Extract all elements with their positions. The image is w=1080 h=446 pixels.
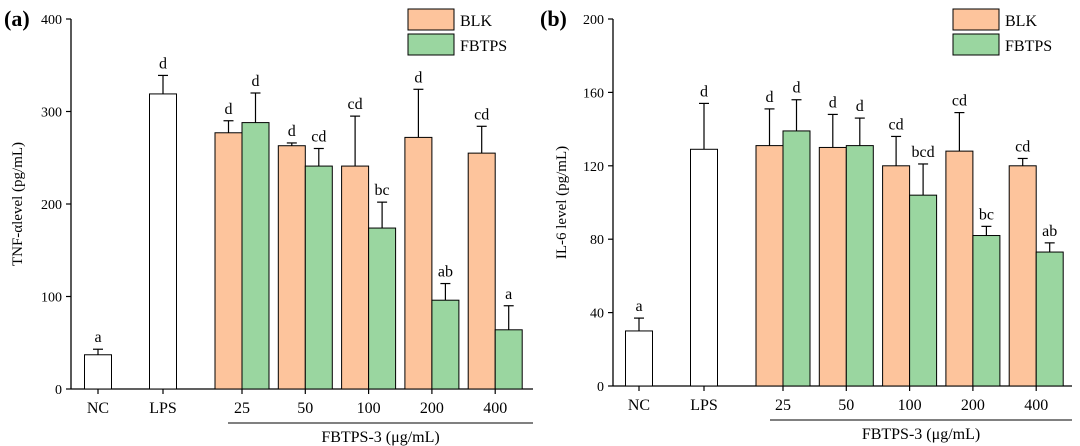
x-category-label: 100	[898, 397, 922, 414]
blk-50-significance-label: d	[288, 123, 296, 140]
blk-200-significance-label: cd	[952, 93, 967, 110]
blk-25-significance-label: d	[766, 89, 774, 106]
fbtps-25-significance-label: d	[252, 73, 260, 90]
y-tick-label: 0	[55, 383, 62, 398]
control-nc-significance-label: a	[94, 329, 101, 346]
y-tick-label: 0	[597, 380, 604, 395]
panel-a: (a) 0 100 200 300 400 TNF-αlevel (pg/mL) a NC d LP…	[4, 6, 533, 446]
control-nc-bar	[84, 354, 112, 390]
y-tick-label: 200	[583, 13, 604, 28]
blk-25-significance-label: d	[225, 101, 233, 118]
blk-100-bar	[882, 165, 911, 387]
x-category-label: NC	[87, 400, 109, 417]
x-category-label: 200	[961, 397, 985, 414]
y-tick-label: 160	[583, 86, 604, 101]
blk-25-bar	[755, 145, 784, 387]
fbtps-200-bar	[972, 235, 1001, 387]
fbtps-400-significance-label: a	[505, 286, 512, 303]
y-tick-label: 200	[41, 198, 62, 213]
control-lps-bar	[149, 93, 177, 390]
fbtps-50-bar	[304, 165, 333, 390]
fbtps-50-significance-label: d	[856, 98, 864, 115]
control-lps-significance-label: d	[159, 55, 167, 72]
group-label: FBTPS-3 (μg/mL)	[862, 426, 980, 443]
y-axis-title: TNF-αlevel (pg/mL)	[10, 142, 26, 266]
y-tick-label: 100	[41, 291, 62, 306]
group-label: FBTPS-3 (μg/mL)	[321, 429, 439, 446]
fbtps-100-significance-label: bc	[375, 182, 390, 199]
legend-label-blk: BLK	[1005, 13, 1037, 30]
y-tick-label: 80	[590, 233, 604, 248]
control-nc-significance-label: a	[635, 298, 642, 315]
fbtps-400-bar	[1035, 251, 1064, 387]
legend-label-fbtps: FBTPS	[460, 38, 507, 55]
x-category-label: 400	[1024, 397, 1048, 414]
x-category-label: LPS	[149, 400, 177, 417]
blk-400-bar	[1008, 165, 1037, 387]
blk-25-bar	[214, 132, 243, 390]
fbtps-25-significance-label: d	[793, 80, 801, 97]
x-category-label: LPS	[690, 397, 718, 414]
x-category-label: 100	[357, 400, 381, 417]
blk-400-bar	[467, 152, 496, 390]
legend-label-fbtps: FBTPS	[1005, 38, 1052, 55]
legend-swatch-blk	[407, 8, 455, 31]
fbtps-100-bar	[909, 194, 938, 387]
panel-b: (b) 0 40 80 120 160 200 IL-6 level (pg/mL) a NC d L…	[540, 6, 1072, 443]
x-category-label: 400	[483, 400, 507, 417]
panel-letter: (a)	[4, 6, 30, 31]
x-category-label: NC	[628, 397, 650, 414]
control-lps-bar	[690, 148, 718, 387]
blk-100-significance-label: cd	[889, 116, 904, 133]
blk-50-significance-label: d	[829, 94, 837, 111]
blk-400-significance-label: cd	[474, 106, 489, 123]
blk-50-bar	[818, 146, 847, 387]
legend-swatch-fbtps	[952, 33, 1000, 56]
blk-200-bar	[945, 150, 974, 387]
y-tick-label: 120	[583, 160, 604, 175]
fbtps-400-significance-label: ab	[1042, 223, 1057, 240]
fbtps-200-significance-label: ab	[438, 264, 453, 281]
fbtps-50-significance-label: cd	[311, 129, 326, 146]
fbtps-50-bar	[845, 145, 874, 387]
y-tick-label: 400	[41, 13, 62, 28]
y-axis-title: IL-6 level (pg/mL)	[554, 146, 570, 259]
x-category-label: 200	[420, 400, 444, 417]
fbtps-25-bar	[782, 130, 811, 387]
blk-50-bar	[277, 145, 306, 390]
fbtps-25-bar	[241, 122, 270, 390]
fbtps-100-significance-label: bcd	[912, 144, 935, 161]
y-tick-label: 40	[590, 307, 604, 322]
x-category-label: 50	[297, 400, 313, 417]
blk-100-significance-label: cd	[348, 96, 363, 113]
blk-100-bar	[341, 165, 370, 390]
fbtps-200-bar	[431, 299, 460, 390]
panel-letter: (b)	[540, 6, 567, 31]
fbtps-200-significance-label: bc	[979, 206, 994, 223]
x-category-label: 25	[775, 397, 791, 414]
x-category-label: 25	[234, 400, 250, 417]
x-category-label: 50	[838, 397, 854, 414]
legend-swatch-fbtps	[407, 33, 455, 56]
fbtps-100-bar	[368, 227, 397, 390]
fbtps-400-bar	[494, 329, 523, 390]
legend-swatch-blk	[952, 8, 1000, 31]
legend-label-blk: BLK	[460, 13, 492, 30]
blk-200-bar	[404, 136, 433, 390]
control-nc-bar	[625, 330, 653, 387]
blk-200-significance-label: d	[414, 69, 422, 86]
y-tick-label: 300	[41, 106, 62, 121]
blk-400-significance-label: cd	[1015, 138, 1030, 155]
control-lps-significance-label: d	[700, 83, 708, 100]
